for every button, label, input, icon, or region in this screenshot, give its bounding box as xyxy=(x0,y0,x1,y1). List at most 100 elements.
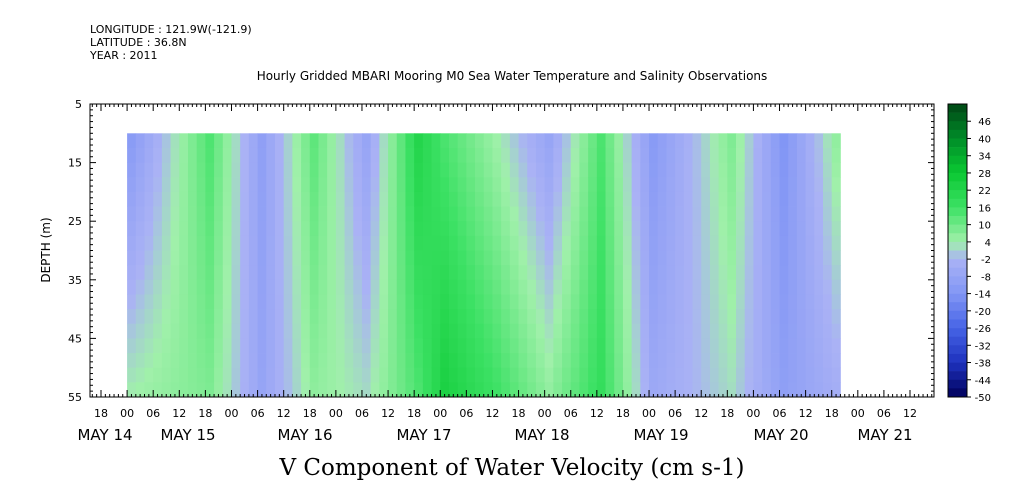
heat-cell xyxy=(718,323,728,339)
heat-cell xyxy=(353,162,363,178)
heat-cell xyxy=(744,250,754,266)
heat-cell xyxy=(614,177,624,193)
heat-cell xyxy=(701,235,711,251)
heat-cell xyxy=(666,177,676,193)
heat-cell xyxy=(153,235,163,251)
heat-cell xyxy=(274,353,285,369)
heat-cell xyxy=(144,265,154,281)
chart-title: Hourly Gridded MBARI Mooring M0 Sea Wate… xyxy=(257,69,768,83)
heat-cell xyxy=(779,147,789,163)
heat-cell xyxy=(396,147,406,163)
heat-cell xyxy=(309,177,319,193)
heat-cell xyxy=(205,177,215,193)
x-hour-label: 12 xyxy=(694,407,708,420)
year-label: YEAR : 2011 xyxy=(90,49,158,62)
heat-cell xyxy=(318,177,328,193)
heat-cell xyxy=(622,191,633,207)
heat-cell xyxy=(570,235,580,251)
heat-cell xyxy=(379,294,389,310)
heat-cell xyxy=(727,265,737,281)
heat-cell xyxy=(135,206,145,222)
x-hour-label: 00 xyxy=(120,407,134,420)
heat-cell xyxy=(492,133,502,149)
heat-cell xyxy=(779,367,789,383)
heat-cell xyxy=(805,250,815,266)
heat-cell xyxy=(553,147,563,163)
heat-cell xyxy=(422,235,432,251)
heat-cell xyxy=(649,250,659,266)
heat-cell xyxy=(796,279,807,295)
heat-cell xyxy=(692,382,702,398)
heat-cell xyxy=(292,367,302,383)
heat-cell xyxy=(414,221,424,237)
heat-cell xyxy=(301,294,311,310)
heat-cell xyxy=(527,235,537,251)
heat-cell xyxy=(509,177,519,193)
heat-cell xyxy=(709,191,720,207)
heat-cell xyxy=(709,279,720,295)
heat-cell xyxy=(509,162,519,178)
heat-cell xyxy=(657,235,667,251)
colorbar-swatch xyxy=(948,353,967,363)
heat-cell xyxy=(431,382,441,398)
heat-cell xyxy=(196,279,206,295)
heat-cell xyxy=(692,367,702,383)
heat-cell xyxy=(631,279,641,295)
heat-cell xyxy=(396,235,406,251)
heat-cell xyxy=(631,206,641,222)
heat-cell xyxy=(527,206,537,222)
heat-cell xyxy=(605,382,615,398)
heat-cell xyxy=(501,250,511,266)
heat-cell xyxy=(831,133,841,149)
heat-cell xyxy=(753,191,763,207)
heat-cell xyxy=(266,323,276,339)
heat-cell xyxy=(161,279,171,295)
heat-cell xyxy=(335,250,345,266)
heat-cell xyxy=(205,294,215,310)
colorbar-swatch xyxy=(948,379,967,389)
heat-cell xyxy=(266,162,276,178)
heat-cell xyxy=(205,353,215,369)
heat-cell xyxy=(518,367,528,383)
heat-cell xyxy=(631,367,641,383)
heat-cell xyxy=(196,162,206,178)
heat-cell xyxy=(301,309,311,325)
colorbar-swatch xyxy=(948,328,967,337)
heat-cell xyxy=(675,309,685,325)
heat-cell xyxy=(770,294,780,310)
heat-cell xyxy=(553,206,563,222)
heat-cell xyxy=(257,250,267,266)
heat-cell xyxy=(266,265,276,281)
heat-cell xyxy=(327,353,337,369)
heat-cell xyxy=(805,382,815,398)
heat-cell xyxy=(666,367,676,383)
heat-cell xyxy=(683,177,693,193)
heat-cell xyxy=(657,279,667,295)
heat-cell xyxy=(579,206,589,222)
heat-cell xyxy=(622,221,633,237)
heat-cell xyxy=(823,250,833,266)
heat-cell xyxy=(170,323,180,339)
heat-cell xyxy=(823,382,833,398)
heat-cell xyxy=(370,147,380,163)
heat-cell xyxy=(422,367,432,383)
heat-cell xyxy=(527,279,537,295)
heat-cell xyxy=(814,250,824,266)
heat-cell xyxy=(666,294,676,310)
heat-cell xyxy=(762,382,772,398)
heat-cell xyxy=(683,265,693,281)
heat-cell xyxy=(605,353,615,369)
heat-cell xyxy=(553,177,563,193)
heat-cell xyxy=(762,353,772,369)
heat-cell xyxy=(535,147,546,163)
heat-cell xyxy=(144,177,154,193)
heat-cell xyxy=(396,191,406,207)
heat-cell xyxy=(570,338,580,354)
heat-cell xyxy=(135,294,145,310)
heat-cell xyxy=(440,147,450,163)
heat-cell xyxy=(770,177,780,193)
heat-cell xyxy=(248,250,258,266)
heat-cell xyxy=(596,323,606,339)
heat-cell xyxy=(353,367,363,383)
heat-cell xyxy=(675,147,685,163)
